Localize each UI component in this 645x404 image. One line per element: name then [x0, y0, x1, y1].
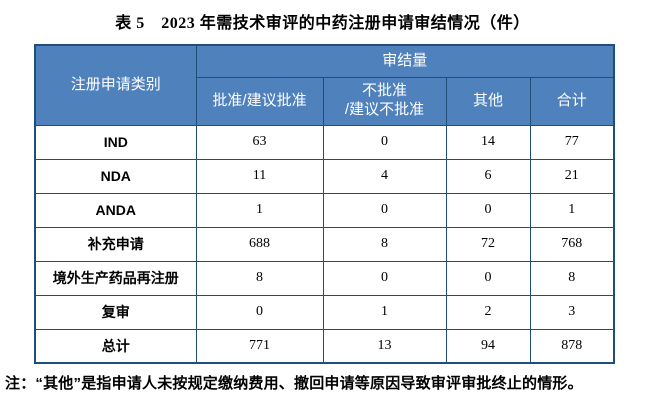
table-row-supplementary: 补充申请 688 8 72 768: [34, 226, 615, 262]
cell-approved: 1: [195, 192, 324, 228]
cell-other: 6: [445, 158, 531, 194]
cell-approved: 11: [195, 158, 324, 194]
cell-other: 72: [445, 226, 531, 262]
table-row-overseas-reregistration: 境外生产药品再注册 8 0 0 8: [34, 260, 615, 296]
cell-approved: 8: [195, 260, 324, 296]
cell-approved: 688: [195, 226, 324, 262]
table-row-ind: IND 63 0 14 77: [34, 124, 615, 160]
cell-not-approved: 4: [322, 158, 447, 194]
row-label: 总计: [34, 328, 197, 364]
header-group-review-volume: 审结量: [195, 44, 615, 78]
cell-total: 21: [529, 158, 615, 194]
row-label: NDA: [34, 158, 197, 194]
footnote: 注：“其他”是指申请人未按规定缴纳费用、撤回申请等原因导致审评审批终止的情形。: [5, 375, 583, 392]
cell-not-approved: 8: [322, 226, 447, 262]
header-category: 注册申请类别: [34, 44, 197, 126]
header-col-not-approved: 不批准 /建议不批准: [322, 76, 447, 126]
header-col-other: 其他: [445, 76, 531, 126]
table-row-anda: ANDA 1 0 0 1: [34, 192, 615, 228]
cell-total: 768: [529, 226, 615, 262]
cell-other: 0: [445, 192, 531, 228]
cell-not-approved: 0: [322, 124, 447, 160]
cell-approved: 63: [195, 124, 324, 160]
cell-not-approved: 1: [322, 294, 447, 330]
table-row-grand-total: 总计 771 13 94 878: [34, 328, 615, 364]
row-label: IND: [34, 124, 197, 160]
header-row-group: 注册申请类别 审结量: [34, 44, 615, 126]
cell-not-approved: 0: [322, 192, 447, 228]
header-row-columns: 批准/建议批准 不批准 /建议不批准 其他 合计: [35, 76, 615, 126]
row-label: 境外生产药品再注册: [34, 260, 197, 296]
cell-not-approved: 0: [322, 260, 447, 296]
cell-total: 878: [529, 328, 615, 364]
cell-total: 8: [529, 260, 615, 296]
cell-other: 2: [445, 294, 531, 330]
header-col-total: 合计: [529, 76, 615, 126]
review-stats-table: 注册申请类别 审结量 批准/建议批准 不批准 /建议不批准 其他 合计 IND …: [34, 44, 616, 364]
table-row-reexamination: 复审 0 1 2 3: [34, 294, 615, 330]
cell-not-approved: 13: [322, 328, 447, 364]
cell-other: 0: [445, 260, 531, 296]
cell-approved: 771: [195, 328, 324, 364]
cell-total: 1: [529, 192, 615, 228]
cell-total: 77: [529, 124, 615, 160]
header-col-approved: 批准/建议批准: [195, 76, 324, 126]
cell-other: 14: [445, 124, 531, 160]
cell-other: 94: [445, 328, 531, 364]
row-label: ANDA: [34, 192, 197, 228]
table-row-nda: NDA 11 4 6 21: [34, 158, 615, 194]
cell-approved: 0: [195, 294, 324, 330]
row-label: 补充申请: [34, 226, 197, 262]
row-label: 复审: [34, 294, 197, 330]
cell-total: 3: [529, 294, 615, 330]
table-title: 表 5 2023 年需技术审评的中药注册申请审结情况（件）: [115, 15, 530, 32]
